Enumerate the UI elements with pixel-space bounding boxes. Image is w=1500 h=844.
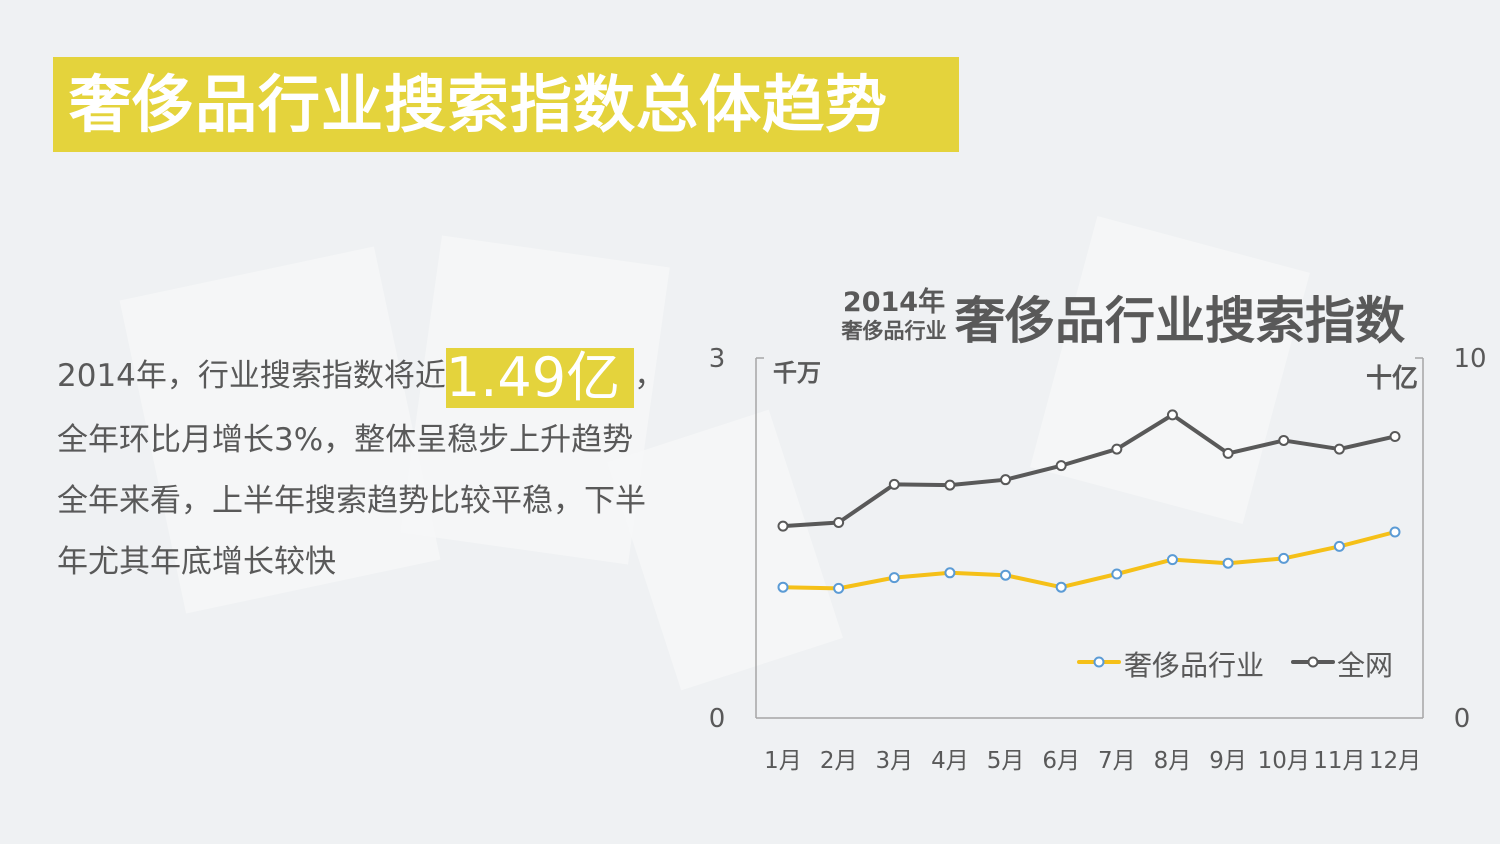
chart-title: 奢侈品行业搜索指数	[955, 292, 1405, 350]
description-line-1-prefix: 2014年，行业搜索指数将近	[57, 358, 446, 394]
data-point	[1166, 409, 1178, 421]
data-point	[944, 567, 956, 579]
series-line	[781, 412, 1397, 529]
data-point	[1389, 430, 1401, 442]
description-line-2: 全年环比月增长3%，整体呈稳步上升趋势	[57, 422, 634, 458]
x-tick-label: 8月	[1154, 748, 1192, 774]
data-point	[1333, 540, 1345, 552]
x-tick-label: 7月	[1098, 748, 1136, 774]
left-axis-tick-label-max: 3	[709, 344, 726, 374]
chart-title-year: 2014年	[842, 287, 946, 318]
chart-title-subject: 奢侈品行业	[841, 319, 947, 343]
x-tick-label: 3月	[875, 748, 913, 774]
data-point	[1222, 447, 1234, 459]
legend-marker	[1093, 656, 1105, 668]
data-point	[833, 582, 845, 594]
title-banner: 奢侈品行业搜索指数总体趋势	[53, 57, 959, 152]
right-axis-tick-label-max: 10	[1453, 344, 1486, 374]
data-point	[1000, 569, 1012, 581]
x-tick-label: 5月	[987, 748, 1025, 774]
data-point	[1278, 434, 1290, 446]
data-point	[1111, 443, 1123, 455]
description-line-4: 年尤其年底增长较快	[57, 544, 336, 580]
data-point	[777, 581, 789, 593]
description-line-1: 2014年，行业搜索指数将近1.49亿，	[57, 340, 717, 410]
x-tick-label: 1月	[764, 748, 802, 774]
data-point	[777, 520, 789, 532]
data-point	[1055, 581, 1067, 593]
page-title: 奢侈品行业搜索指数总体趋势	[69, 68, 889, 141]
legend-label: 全网	[1337, 649, 1393, 682]
data-point	[1333, 443, 1345, 455]
right-axis-unit: 十亿	[1366, 364, 1418, 394]
data-point	[888, 572, 900, 584]
x-tick-label: 11月	[1313, 748, 1365, 774]
series-line	[781, 530, 1397, 591]
legend-label: 奢侈品行业	[1124, 649, 1264, 682]
x-tick-label: 4月	[931, 748, 969, 774]
data-point	[1166, 554, 1178, 566]
x-tick-label: 10月	[1258, 748, 1310, 774]
x-tick-label: 9月	[1209, 748, 1247, 774]
data-point	[1055, 460, 1067, 472]
highlight-value: 1.49亿	[445, 347, 635, 408]
left-axis-tick-label-min: 0	[709, 704, 726, 734]
data-point	[888, 478, 900, 490]
x-tick-label: 6月	[1042, 748, 1080, 774]
legend-marker	[1307, 656, 1319, 668]
data-point	[1278, 552, 1290, 564]
x-tick-label: 12月	[1369, 748, 1421, 774]
left-axis-unit: 千万	[773, 359, 821, 387]
description-block: 2014年，行业搜索指数将近1.49亿， 全年环比月增长3%，整体呈稳步上升趋势…	[57, 340, 717, 593]
chart-title-small: 2014年 奢侈品行业	[835, 288, 953, 344]
data-point	[1389, 526, 1401, 538]
data-point	[1222, 557, 1234, 569]
x-tick-label: 2月	[820, 748, 858, 774]
data-point	[833, 517, 845, 529]
right-axis-tick-label-min: 0	[1454, 704, 1471, 734]
data-point	[1000, 474, 1012, 486]
description-line-1-suffix: ，	[634, 358, 666, 394]
data-point	[1111, 568, 1123, 580]
description-line-3: 全年来看，上半年搜索趋势比较平稳，下半	[57, 483, 646, 519]
data-point	[944, 479, 956, 491]
